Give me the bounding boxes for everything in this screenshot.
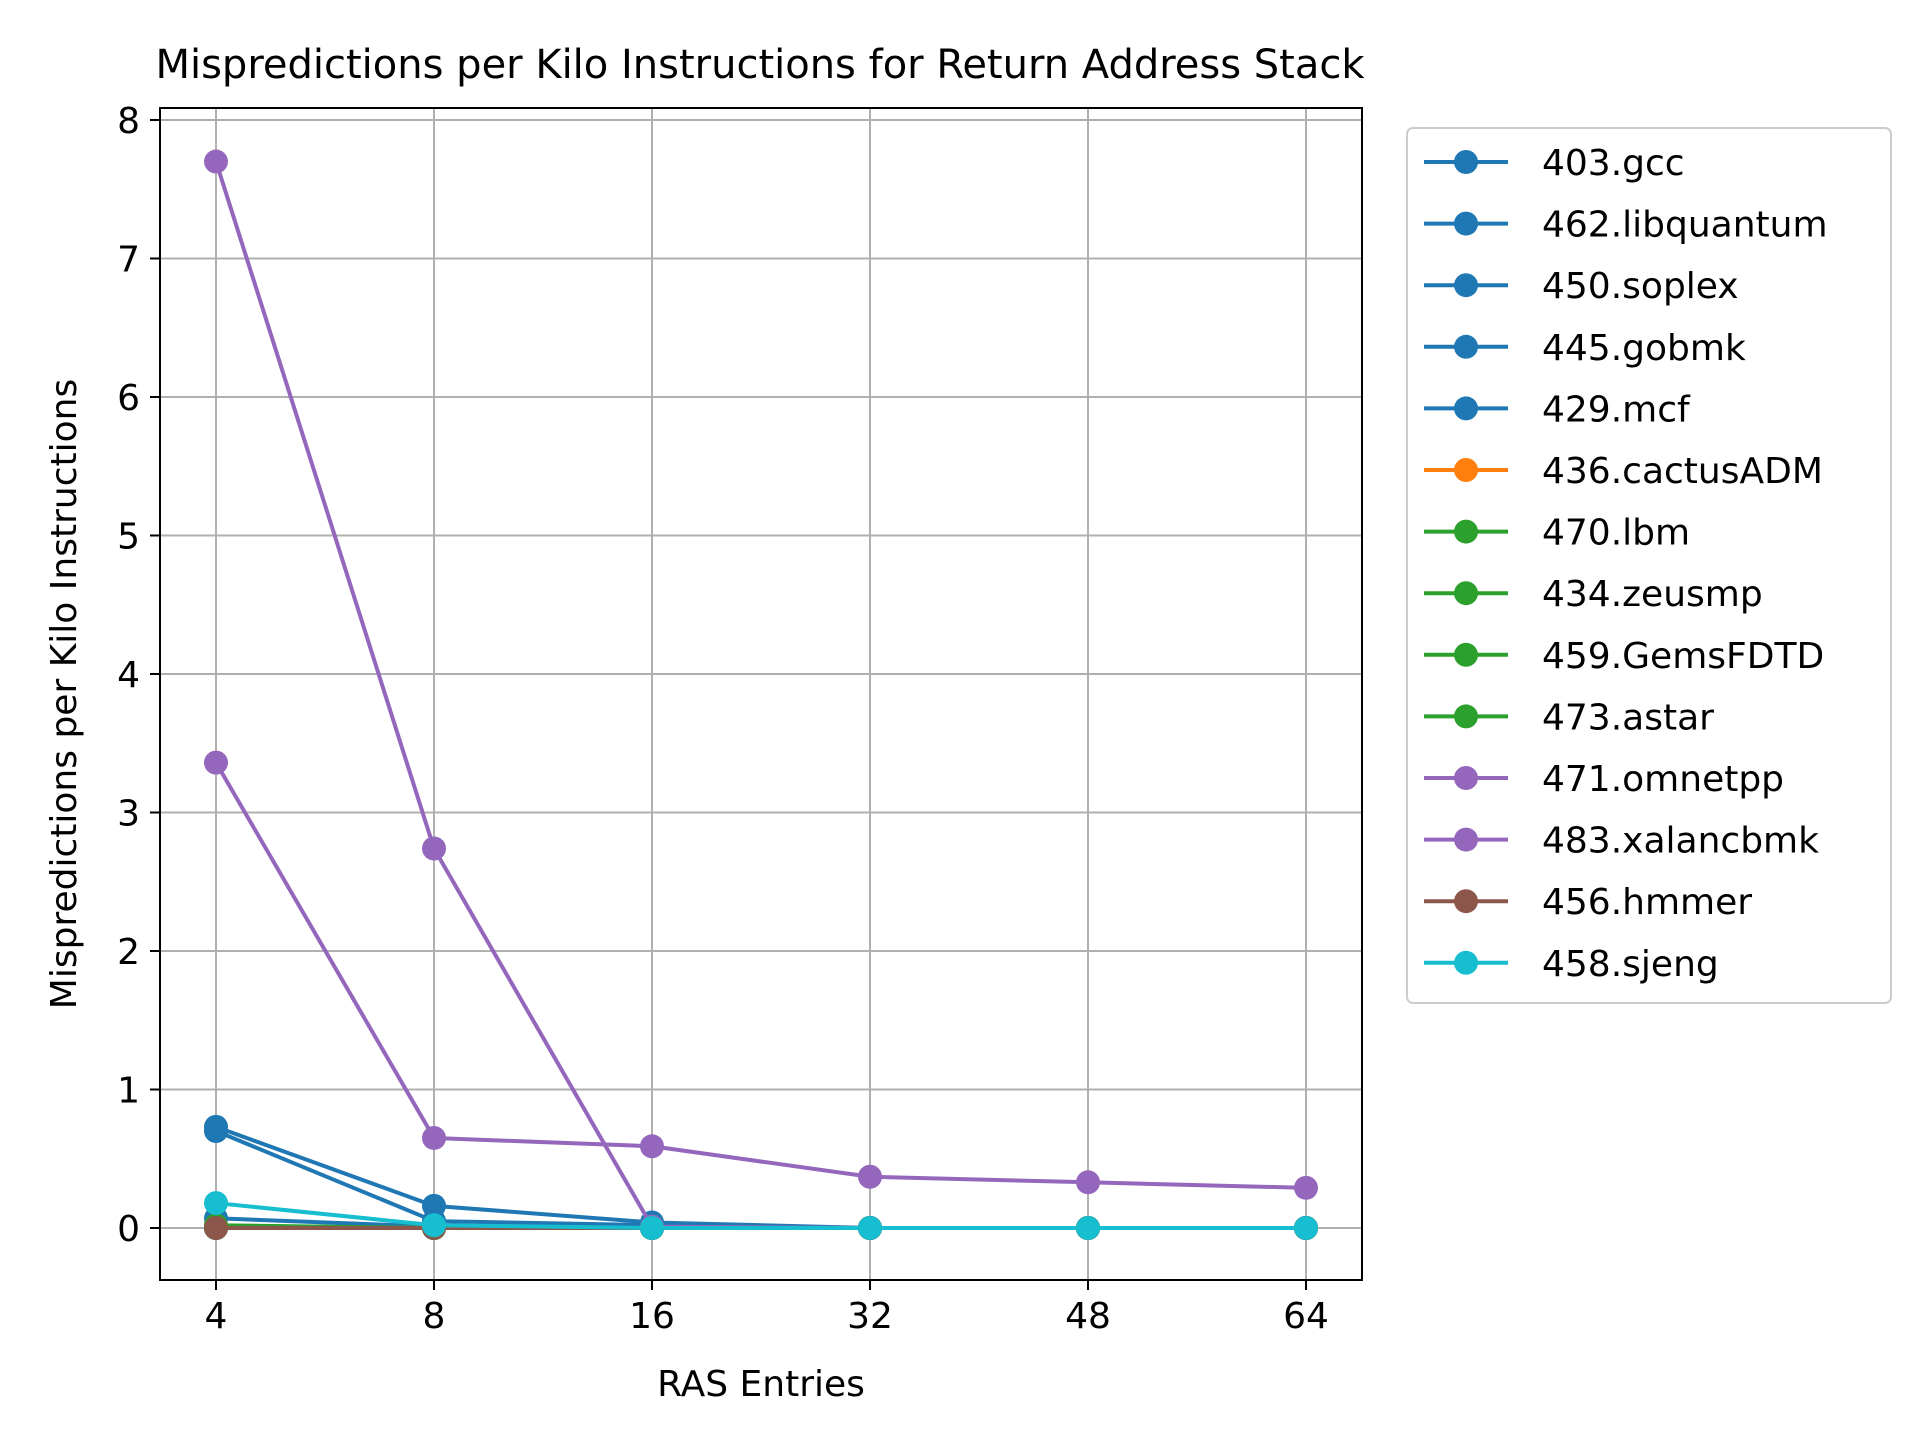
legend-marker: [1454, 642, 1478, 667]
legend-label: 403.gcc: [1542, 143, 1685, 184]
x-tick-label: 4: [205, 1296, 228, 1337]
legend-marker: [1454, 581, 1478, 606]
x-tick-label: 8: [423, 1296, 446, 1337]
legend-marker: [1454, 458, 1478, 482]
y-axis-label: Mispredictions per Kilo Instructions: [44, 379, 85, 1009]
data-point: [204, 1216, 228, 1240]
y-tick-label: 6: [117, 378, 140, 419]
data-point: [204, 1191, 228, 1216]
y-tick-label: 0: [117, 1209, 140, 1250]
data-point: [858, 1216, 882, 1240]
y-tick-label: 4: [117, 655, 140, 696]
legend-marker: [1454, 766, 1478, 790]
data-point: [422, 1193, 446, 1218]
legend-entry: 471.omnetpp: [1424, 759, 1784, 800]
data-point: [422, 836, 446, 861]
legend-marker: [1454, 827, 1478, 852]
legend-entry: 462.libquantum: [1424, 205, 1828, 246]
legend-entry: 483.xalancbmk: [1424, 821, 1819, 862]
legend-label: 483.xalancbmk: [1542, 821, 1819, 862]
x-tick-label: 64: [1283, 1296, 1329, 1337]
y-tick-label: 2: [117, 932, 140, 973]
y-axis-ticks: 0 1 2 3 4 5 6 7 8: [117, 101, 160, 1250]
data-point: [422, 1125, 446, 1150]
legend-entry: 445.gobmk: [1424, 328, 1746, 369]
legend-marker: [1454, 334, 1478, 359]
legend-entry: 403.gcc: [1424, 143, 1685, 184]
legend-label: 436.cactusADM: [1542, 451, 1823, 492]
data-point: [1294, 1175, 1318, 1200]
data-point: [1294, 1216, 1318, 1240]
grid-lines: [160, 108, 1362, 1280]
chart-title: Mispredictions per Kilo Instructions for…: [155, 42, 1365, 88]
legend-label: 471.omnetpp: [1542, 759, 1784, 800]
legend-entry: 470.lbm: [1424, 513, 1690, 554]
x-tick-label: 48: [1065, 1296, 1111, 1337]
legend-entry: 459.GemsFDTD: [1424, 636, 1824, 677]
plot-area-frame: [159, 107, 1363, 1281]
legend-marker: [1454, 211, 1478, 236]
legend-label: 470.lbm: [1542, 513, 1690, 554]
legend: 403.gcc 462.libquantum 450.soplex 445.gobmk…: [1406, 127, 1892, 1004]
legend-entry: 429.mcf: [1424, 389, 1691, 430]
y-tick-label: 7: [117, 240, 140, 281]
data-point: [204, 149, 228, 174]
data-point: [1076, 1216, 1100, 1240]
legend-frame: [1406, 127, 1892, 1004]
legend-label: 429.mcf: [1542, 389, 1691, 430]
legend-entry: 456.hmmer: [1424, 882, 1752, 923]
x-tick-label: 32: [847, 1296, 893, 1337]
legend-marker: [1454, 704, 1478, 729]
series-line: [214, 761, 1307, 1190]
legend-entry: 473.astar: [1424, 697, 1714, 738]
y-tick-label: 8: [117, 101, 140, 142]
data-point: [1076, 1170, 1100, 1195]
series-458-sjeng: [204, 1191, 1318, 1240]
data-point: [858, 1164, 882, 1189]
series-line: [215, 1201, 1306, 1230]
x-tick-label: 16: [629, 1296, 675, 1337]
series-layer: [204, 149, 1318, 1240]
legend-entry: 458.sjeng: [1424, 944, 1719, 985]
x-axis-label: RAS Entries: [657, 1364, 865, 1405]
legend-entry: 434.zeusmp: [1424, 574, 1763, 615]
legend-label: 456.hmmer: [1542, 882, 1752, 923]
legend-label: 473.astar: [1542, 697, 1714, 738]
series-483-xalancbmk: [204, 750, 1318, 1200]
legend-label: 450.soplex: [1542, 266, 1739, 307]
legend-entry: 436.cactusADM: [1424, 451, 1823, 492]
legend-entry: 450.soplex: [1424, 266, 1739, 307]
legend-marker: [1454, 889, 1478, 914]
data-point: [204, 1114, 228, 1139]
legend-marker: [1454, 519, 1478, 544]
x-axis-ticks: 4 8 16 32 48 64: [205, 1280, 1329, 1337]
legend-marker: [1454, 396, 1478, 421]
y-tick-label: 3: [117, 794, 140, 835]
data-point: [422, 1213, 446, 1238]
data-point: [640, 1134, 664, 1159]
legend-label: 459.GemsFDTD: [1542, 636, 1824, 677]
legend-label: 458.sjeng: [1542, 944, 1719, 985]
y-tick-label: 5: [117, 517, 140, 558]
legend-label: 445.gobmk: [1542, 328, 1746, 369]
data-point: [204, 750, 228, 775]
legend-label: 434.zeusmp: [1542, 574, 1763, 615]
y-tick-label: 1: [117, 1071, 140, 1112]
legend-label: 462.libquantum: [1542, 205, 1828, 246]
legend-marker: [1454, 273, 1478, 298]
legend-marker: [1454, 950, 1478, 975]
data-point: [640, 1216, 664, 1240]
legend-marker: [1454, 150, 1478, 174]
